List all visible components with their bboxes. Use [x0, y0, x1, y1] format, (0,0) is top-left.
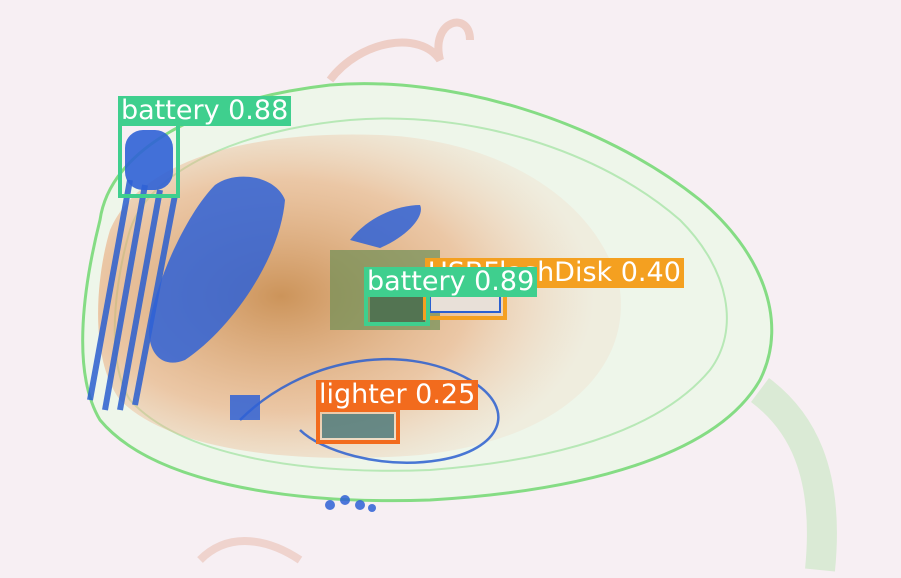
det-label-lighter: lighter 0.25: [316, 380, 479, 410]
bottom-bits: [325, 495, 376, 512]
large-metal-object: [149, 176, 285, 363]
strap-right: [750, 378, 837, 572]
strap-top: [326, 18, 474, 83]
battery-shape-1: [125, 130, 173, 190]
metal-chip: [230, 395, 260, 420]
battery-shape-2: [370, 296, 425, 322]
det-box-lighter: [316, 408, 400, 444]
strap-bottom: [197, 537, 303, 564]
cable: [239, 357, 500, 464]
det-label-battery-1: battery 0.88: [118, 96, 292, 126]
small-metal-object: [350, 205, 421, 248]
det-label-battery-2: battery 0.89: [364, 267, 538, 297]
lighter-shape: [322, 414, 394, 438]
